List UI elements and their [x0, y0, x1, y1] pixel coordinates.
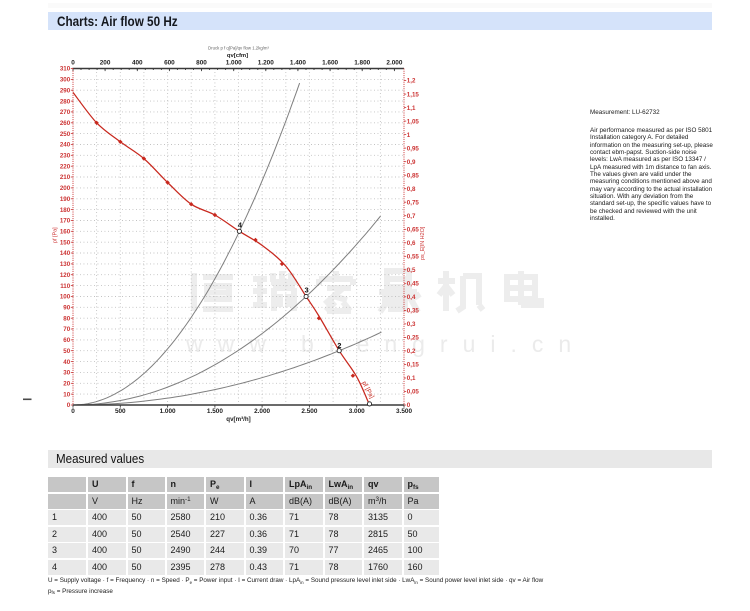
svg-text:0,5: 0,5 — [407, 267, 416, 274]
svg-text:500: 500 — [115, 408, 126, 415]
svg-text:0,3: 0,3 — [407, 321, 416, 328]
svg-text:1.000: 1.000 — [226, 60, 242, 67]
svg-text:2: 2 — [337, 341, 341, 350]
svg-text:1.500: 1.500 — [207, 408, 223, 415]
svg-text:0,15: 0,15 — [407, 362, 420, 369]
svg-text:0,45: 0,45 — [407, 281, 420, 288]
svg-text:3: 3 — [304, 286, 308, 295]
svg-text:0,1: 0,1 — [407, 375, 416, 382]
svg-text:1.600: 1.600 — [322, 60, 338, 67]
svg-text:0,95: 0,95 — [407, 145, 420, 152]
svg-text:2.000: 2.000 — [386, 60, 402, 67]
svg-text:2.500: 2.500 — [301, 408, 317, 415]
svg-text:20: 20 — [63, 381, 70, 388]
svg-text:1,1: 1,1 — [407, 105, 416, 112]
svg-text:1.000: 1.000 — [160, 408, 176, 415]
svg-text:190: 190 — [60, 196, 71, 203]
svg-text:40: 40 — [63, 359, 70, 366]
svg-text:3.500: 3.500 — [396, 408, 412, 415]
svg-text:4: 4 — [238, 220, 243, 229]
svg-text:0,6: 0,6 — [407, 240, 416, 247]
svg-text:0: 0 — [71, 60, 75, 67]
svg-text:0,85: 0,85 — [407, 172, 420, 179]
svg-text:0: 0 — [407, 402, 411, 409]
svg-text:120: 120 — [60, 272, 71, 279]
svg-text:Druck p f q[Pa]/qv flow 1.2kg/: Druck p f q[Pa]/qv flow 1.2kg/m³ — [208, 46, 269, 51]
svg-text:3.000: 3.000 — [349, 408, 365, 415]
svg-text:110: 110 — [60, 283, 71, 290]
svg-text:800: 800 — [196, 60, 207, 67]
svg-text:0: 0 — [67, 402, 71, 409]
svg-text:0,8: 0,8 — [407, 186, 416, 193]
svg-text:0,05: 0,05 — [407, 389, 420, 396]
svg-text:90: 90 — [63, 305, 70, 312]
svg-text:200: 200 — [100, 60, 111, 67]
svg-text:pf [Pa]: pf [Pa] — [53, 227, 59, 243]
svg-text:310: 310 — [60, 66, 71, 73]
svg-text:0,7: 0,7 — [407, 213, 416, 220]
svg-text:0,75: 0,75 — [407, 199, 420, 206]
svg-text:0,9: 0,9 — [407, 159, 416, 166]
svg-text:150: 150 — [60, 239, 71, 246]
svg-text:260: 260 — [60, 120, 71, 127]
svg-text:50: 50 — [63, 348, 70, 355]
svg-text:qv[cfm]: qv[cfm] — [227, 53, 248, 59]
svg-text:1,05: 1,05 — [407, 118, 420, 125]
svg-text:70: 70 — [63, 326, 70, 333]
svg-text:230: 230 — [60, 153, 71, 160]
svg-text:140: 140 — [60, 250, 71, 257]
svg-text:1.400: 1.400 — [290, 60, 306, 67]
svg-text:www.bhengrui.cn: www.bhengrui.cn — [185, 331, 586, 357]
svg-text:0,35: 0,35 — [407, 308, 420, 315]
svg-text:0,65: 0,65 — [407, 227, 420, 234]
svg-text:240: 240 — [60, 142, 71, 149]
svg-text:2.000: 2.000 — [254, 408, 270, 415]
svg-text:170: 170 — [60, 218, 71, 225]
svg-text:ps_E[IN H2O]: ps_E[IN H2O] — [420, 226, 426, 260]
svg-text:30: 30 — [63, 370, 70, 377]
svg-text:0,4: 0,4 — [407, 294, 416, 301]
svg-text:1.200: 1.200 — [258, 60, 274, 67]
svg-text:250: 250 — [60, 131, 71, 138]
svg-text:100: 100 — [60, 294, 71, 301]
svg-text:210: 210 — [60, 174, 71, 181]
svg-text:0,2: 0,2 — [407, 348, 416, 355]
svg-text:220: 220 — [60, 163, 71, 170]
svg-text:1,15: 1,15 — [407, 91, 420, 98]
svg-text:600: 600 — [164, 60, 175, 67]
svg-text:0,55: 0,55 — [407, 254, 420, 261]
svg-text:180: 180 — [60, 207, 71, 214]
svg-text:1.800: 1.800 — [354, 60, 370, 67]
svg-text:400: 400 — [132, 60, 143, 67]
svg-text:qv[m³/h]: qv[m³/h] — [226, 416, 250, 423]
svg-text:80: 80 — [63, 315, 70, 322]
svg-text:160: 160 — [60, 229, 71, 236]
svg-text:130: 130 — [60, 261, 71, 268]
svg-text:0: 0 — [71, 408, 75, 415]
svg-text:300: 300 — [60, 77, 71, 84]
svg-text:0,25: 0,25 — [407, 335, 420, 342]
svg-text:200: 200 — [60, 185, 71, 192]
svg-text:1: 1 — [407, 132, 411, 139]
svg-text:290: 290 — [60, 87, 71, 94]
svg-text:1,2: 1,2 — [407, 78, 416, 85]
svg-text:10: 10 — [63, 391, 70, 398]
svg-text:280: 280 — [60, 98, 71, 105]
svg-text:270: 270 — [60, 109, 71, 116]
svg-text:60: 60 — [63, 337, 70, 344]
